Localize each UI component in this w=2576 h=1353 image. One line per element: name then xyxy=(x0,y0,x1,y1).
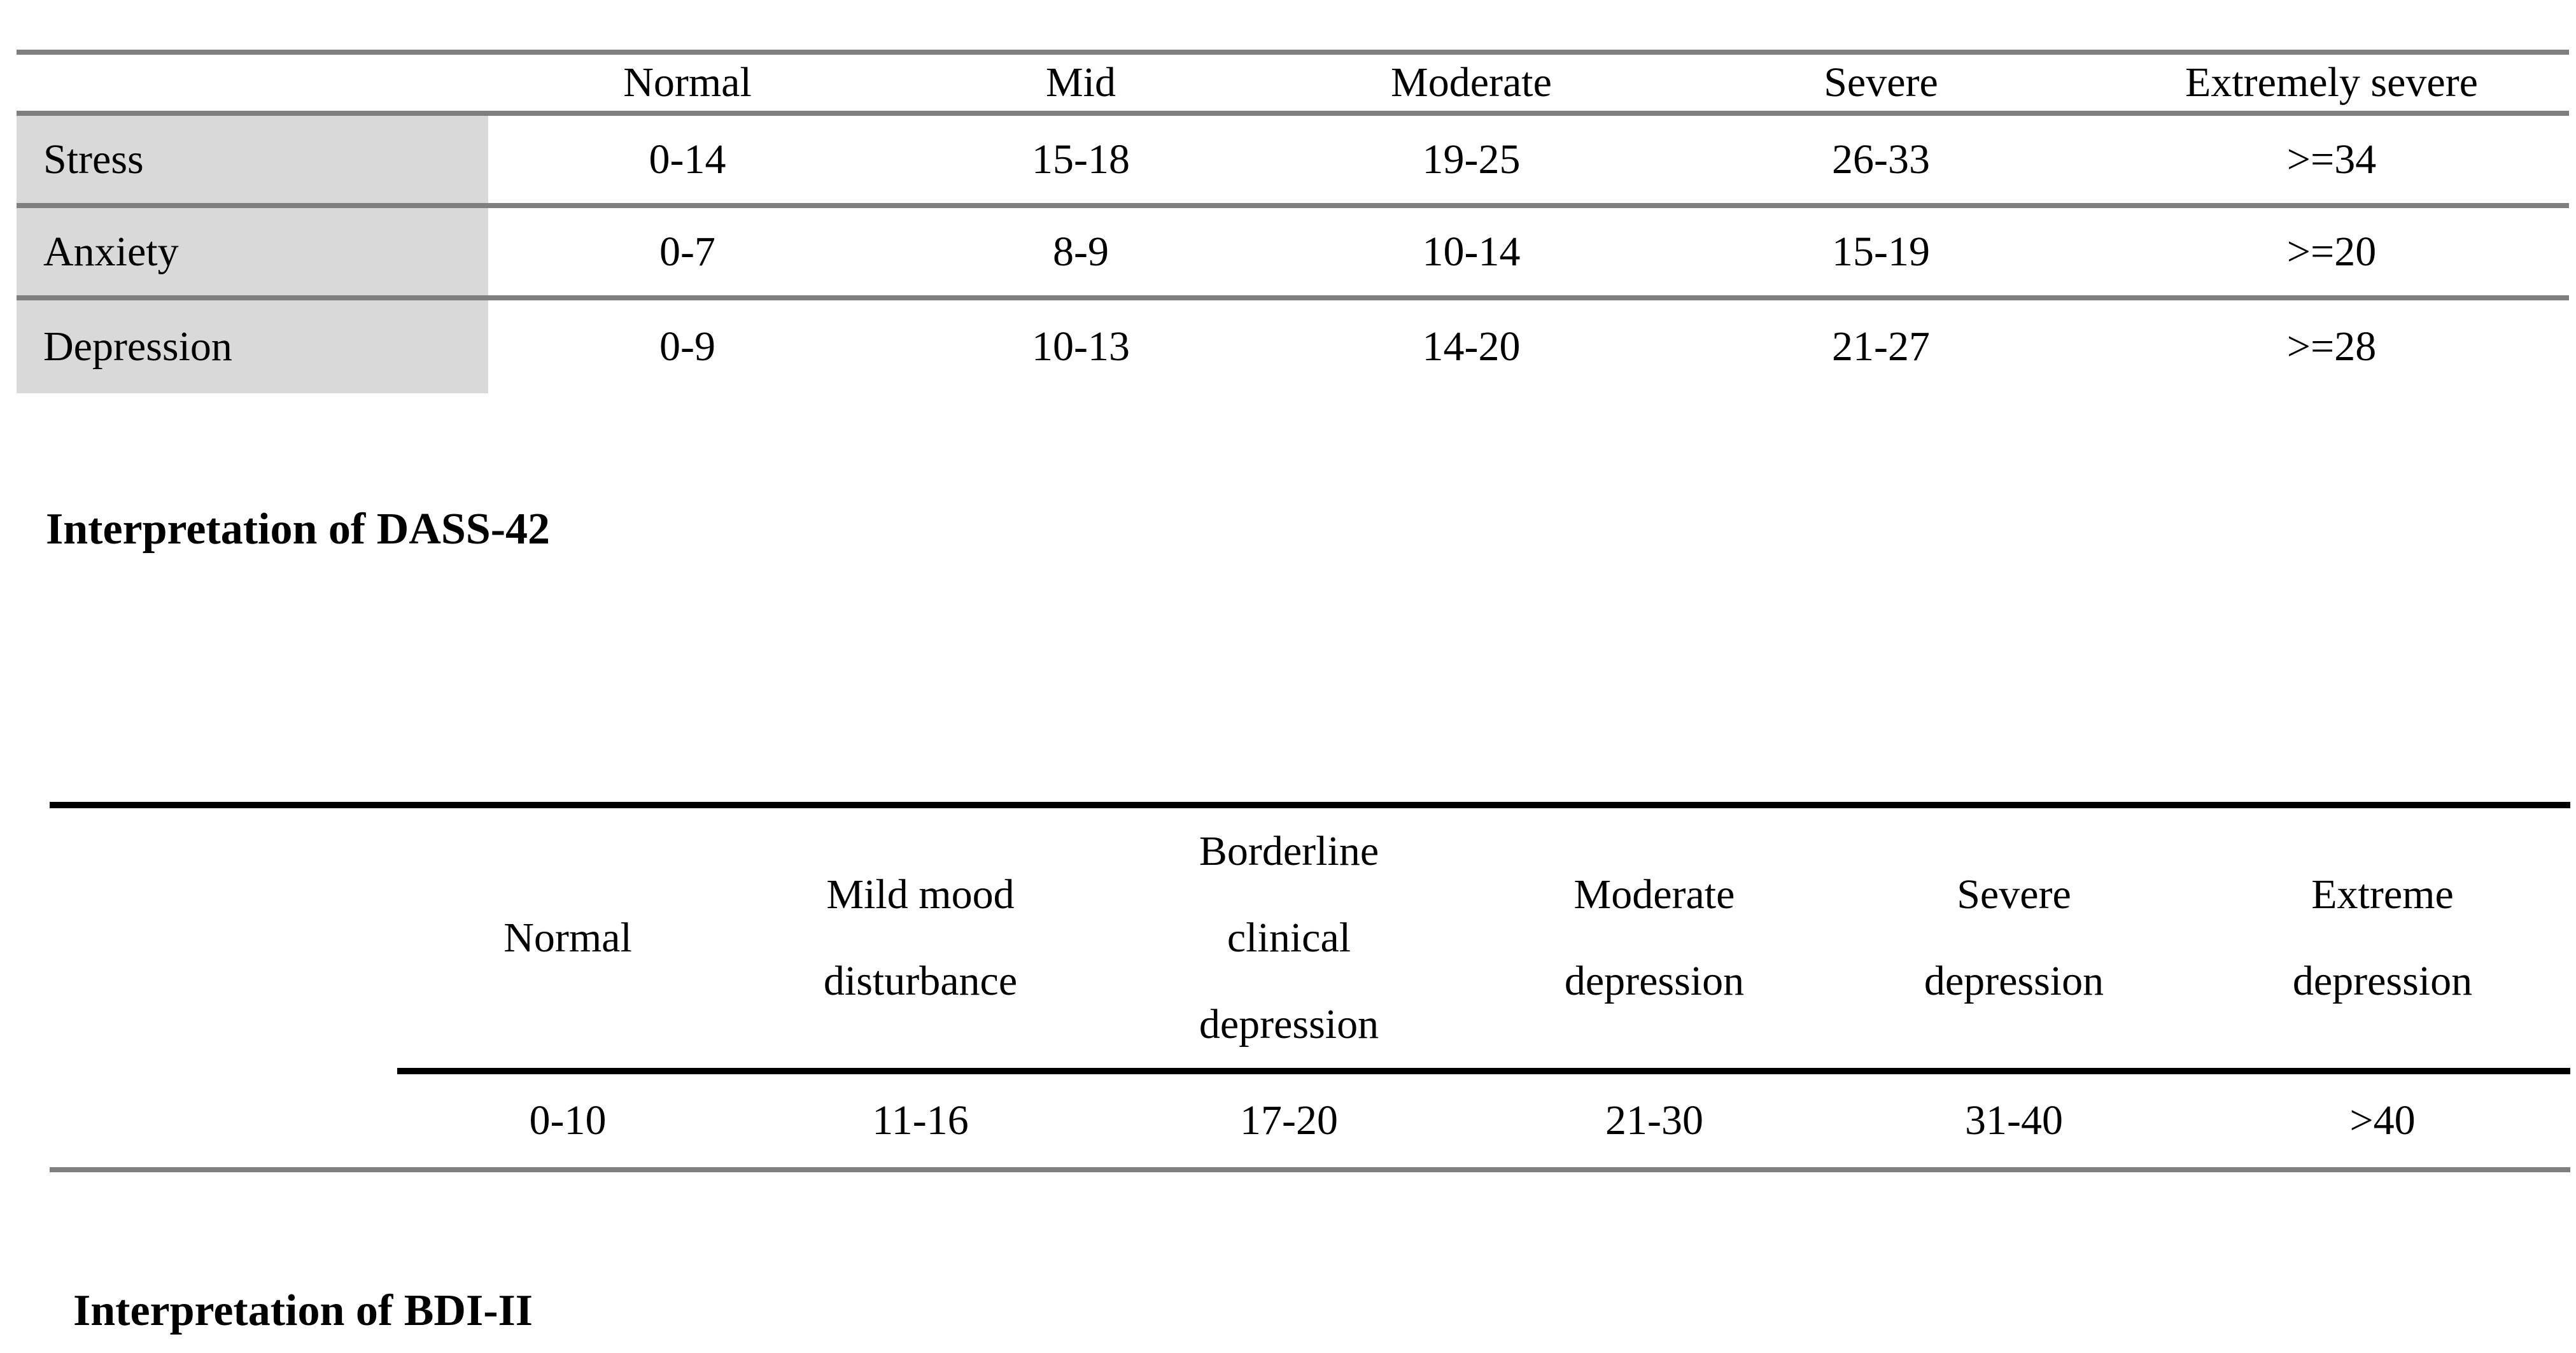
dass42-stress-extremely-severe: >=34 xyxy=(2286,136,2377,183)
bdi2-header-moderate-depression: Moderate depression xyxy=(1475,808,1833,1074)
bdi2-header-row: Normal Mild mood disturbance Borderline … xyxy=(50,802,2570,1074)
dass42-caption: Interpretation of DASS-42 xyxy=(46,505,551,554)
bdi2-header-empty-cell xyxy=(50,808,397,1074)
bdi2-value-normal: 0-10 xyxy=(529,1097,607,1144)
dass42-stress-severe: 26-33 xyxy=(1832,136,1930,183)
dass42-stress-moderate: 19-25 xyxy=(1422,136,1521,183)
dass42-stress-normal: 0-14 xyxy=(649,136,726,183)
dass42-depression-severe: 21-27 xyxy=(1832,323,1930,370)
bdi2-value-severe-depression: 31-40 xyxy=(1965,1097,2063,1144)
dass42-header-normal: Normal xyxy=(623,59,752,106)
dass42-header-mid: Mid xyxy=(1045,59,1116,106)
dass42-row-anxiety: Anxiety 0-7 8-9 10-14 15-19 >=20 xyxy=(17,208,2569,300)
bdi2-values-empty-cell xyxy=(50,1074,397,1167)
dass42-row-stress: Stress 0-14 15-18 19-25 26-33 >=34 xyxy=(17,116,2569,208)
dass42-anxiety-label: Anxiety xyxy=(17,208,488,295)
dass42-stress-label: Stress xyxy=(17,116,488,203)
bdi2-table: Normal Mild mood disturbance Borderline … xyxy=(50,802,2570,1172)
dass42-depression-mid: 10-13 xyxy=(1032,323,1130,370)
dass42-depression-label: Depression xyxy=(17,300,488,393)
dass42-depression-extremely-severe: >=28 xyxy=(2286,323,2377,370)
bdi2-caption: Interpretation of BDI-II xyxy=(73,1286,533,1335)
bdi2-values-row: 0-10 11-16 17-20 21-30 31-40 >40 xyxy=(50,1074,2570,1172)
bdi2-value-mild-mood-disturbance: 11-16 xyxy=(872,1097,969,1144)
dass42-anxiety-normal: 0-7 xyxy=(659,228,715,275)
dass42-depression-normal: 0-9 xyxy=(659,323,715,370)
dass42-depression-moderate: 14-20 xyxy=(1422,323,1521,370)
dass42-header-row: Normal Mid Moderate Severe Extremely sev… xyxy=(17,50,2569,116)
dass42-header-severe: Severe xyxy=(1824,59,1938,106)
bdi2-header-mild-mood-disturbance: Mild mood disturbance xyxy=(738,808,1102,1074)
bdi2-header-extreme-depression: Extreme depression xyxy=(2195,808,2570,1074)
bdi2-value-borderline-clinical-depression: 17-20 xyxy=(1240,1097,1338,1144)
bdi2-header-severe-depression: Severe depression xyxy=(1833,808,2195,1074)
dass42-header-moderate: Moderate xyxy=(1391,59,1552,106)
dass42-row-depression: Depression 0-9 10-13 14-20 21-27 >=28 xyxy=(17,300,2569,393)
dass42-anxiety-severe: 15-19 xyxy=(1832,228,1930,275)
dass42-stress-mid: 15-18 xyxy=(1032,136,1130,183)
bdi2-header-normal: Normal xyxy=(397,808,738,1074)
bdi2-header-borderline-clinical-depression: Borderline clinical depression xyxy=(1102,808,1475,1074)
dass42-table: Normal Mid Moderate Severe Extremely sev… xyxy=(17,50,2569,393)
dass42-anxiety-extremely-severe: >=20 xyxy=(2286,228,2377,275)
dass42-header-extremely-severe: Extremely severe xyxy=(2185,59,2478,106)
dass42-anxiety-moderate: 10-14 xyxy=(1422,228,1521,275)
dass42-header-empty-cell xyxy=(17,55,488,111)
dass42-anxiety-mid: 8-9 xyxy=(1053,228,1109,275)
bdi2-value-extreme-depression: >40 xyxy=(2349,1097,2416,1144)
bdi2-value-moderate-depression: 21-30 xyxy=(1605,1097,1703,1144)
